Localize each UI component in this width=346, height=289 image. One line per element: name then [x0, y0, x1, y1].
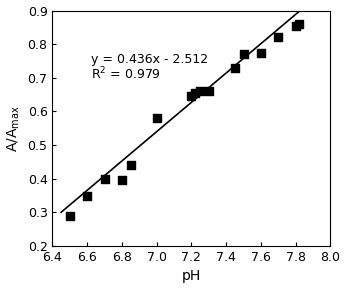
Point — [197, 89, 203, 94]
Point — [154, 116, 160, 121]
Point — [189, 94, 194, 99]
Point — [84, 193, 90, 198]
Point — [258, 50, 264, 55]
Point — [232, 65, 238, 70]
Text: y = 0.436x - 2.512: y = 0.436x - 2.512 — [91, 53, 208, 66]
Text: R$^2$ = 0.979: R$^2$ = 0.979 — [91, 66, 161, 83]
Point — [206, 89, 211, 94]
Point — [119, 178, 125, 183]
Point — [275, 35, 281, 40]
Point — [128, 163, 133, 168]
Point — [67, 214, 73, 218]
Y-axis label: A/A$_\mathrm{max}$: A/A$_\mathrm{max}$ — [6, 105, 22, 152]
Point — [293, 23, 299, 28]
Point — [192, 91, 198, 95]
Point — [297, 22, 302, 26]
X-axis label: pH: pH — [182, 269, 201, 284]
Point — [241, 52, 246, 57]
Point — [102, 177, 107, 181]
